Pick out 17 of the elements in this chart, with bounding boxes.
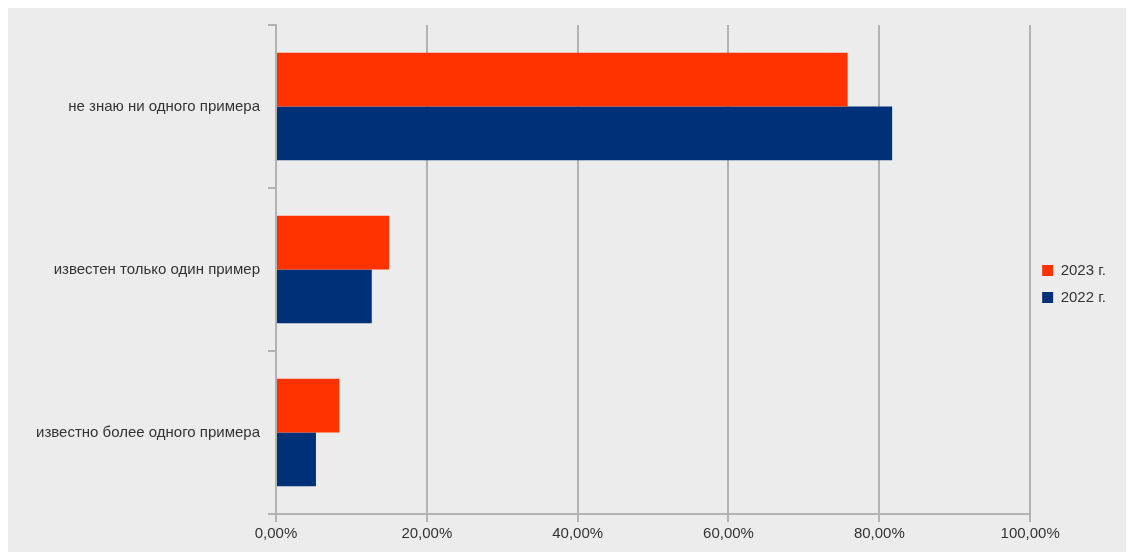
x-tick-label: 80,00% bbox=[853, 524, 905, 542]
bar bbox=[277, 378, 340, 433]
x-tick-label: 0,00% bbox=[254, 524, 298, 542]
legend-label: 2023 г. bbox=[1060, 260, 1107, 278]
y-tick-label: известно более одного примера bbox=[36, 422, 261, 440]
x-tick-label: 40,00% bbox=[552, 524, 604, 542]
x-tick-label: 20,00% bbox=[401, 524, 453, 542]
legend-label: 2022 г. bbox=[1060, 287, 1107, 305]
bar bbox=[277, 269, 372, 324]
x-tick-label: 60,00% bbox=[703, 524, 754, 542]
y-tick-label: известен только один пример bbox=[53, 259, 260, 277]
bar bbox=[277, 215, 390, 270]
bar bbox=[277, 106, 893, 161]
bar bbox=[277, 432, 316, 487]
x-tick-label: 100,00% bbox=[1000, 524, 1060, 542]
bar bbox=[277, 52, 848, 107]
y-tick-label: не знаю ни одного примера bbox=[68, 96, 261, 114]
